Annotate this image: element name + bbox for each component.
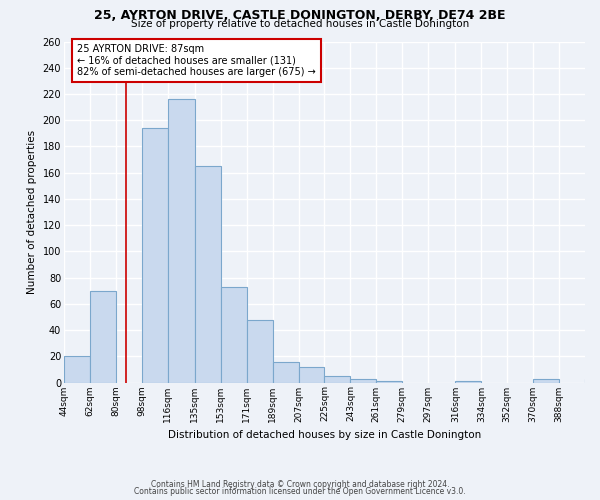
Bar xyxy=(142,128,167,382)
Bar xyxy=(376,381,402,382)
Bar xyxy=(585,378,600,382)
Bar xyxy=(325,376,350,382)
Text: Size of property relative to detached houses in Castle Donington: Size of property relative to detached ho… xyxy=(131,19,469,29)
Bar xyxy=(167,99,195,382)
Bar xyxy=(272,362,299,382)
Bar xyxy=(221,287,247,382)
Bar xyxy=(64,356,90,382)
Text: 25, AYRTON DRIVE, CASTLE DONINGTON, DERBY, DE74 2BE: 25, AYRTON DRIVE, CASTLE DONINGTON, DERB… xyxy=(94,9,506,22)
Bar xyxy=(299,367,325,382)
Text: Contains HM Land Registry data © Crown copyright and database right 2024.: Contains HM Land Registry data © Crown c… xyxy=(151,480,449,489)
Bar xyxy=(533,378,559,382)
Bar xyxy=(195,166,221,382)
Bar xyxy=(455,381,481,382)
X-axis label: Distribution of detached houses by size in Castle Donington: Distribution of detached houses by size … xyxy=(168,430,481,440)
Bar xyxy=(350,378,376,382)
Y-axis label: Number of detached properties: Number of detached properties xyxy=(27,130,37,294)
Text: 25 AYRTON DRIVE: 87sqm
← 16% of detached houses are smaller (131)
82% of semi-de: 25 AYRTON DRIVE: 87sqm ← 16% of detached… xyxy=(77,44,316,78)
Bar xyxy=(247,320,272,382)
Text: Contains public sector information licensed under the Open Government Licence v3: Contains public sector information licen… xyxy=(134,487,466,496)
Bar xyxy=(90,290,116,382)
